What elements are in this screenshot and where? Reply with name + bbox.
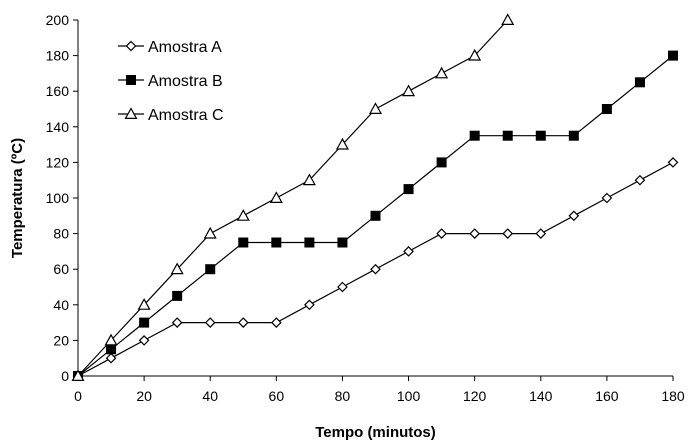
data-point — [667, 157, 679, 168]
data-point — [335, 137, 349, 150]
x-ticks: 0 20 40 60 80 100 120 140 160 180 — [74, 376, 685, 404]
series-1 — [72, 157, 679, 382]
data-point — [568, 210, 580, 222]
data-point — [403, 246, 414, 257]
x-tick-label: 180 — [661, 388, 685, 404]
data-point — [269, 191, 283, 203]
legend-label: Amostra B — [148, 73, 223, 90]
data-point — [436, 157, 447, 168]
data-point — [270, 317, 282, 328]
data-point — [238, 237, 249, 248]
data-point — [337, 237, 348, 248]
y-tick-label: 200 — [46, 12, 70, 28]
data-point — [634, 77, 645, 88]
legend-label: Amostra C — [148, 107, 224, 124]
data-point — [370, 263, 381, 275]
data-point — [172, 290, 183, 301]
x-axis-title: Tempo (minutos) — [315, 424, 436, 441]
y-tick-label: 40 — [53, 297, 69, 313]
x-tick-label: 140 — [529, 388, 553, 404]
series-group — [71, 13, 679, 382]
data-point — [368, 102, 383, 115]
x-tick-label: 160 — [595, 388, 619, 404]
y-tick-label: 120 — [46, 154, 70, 170]
legend-label: Amostra A — [148, 39, 222, 56]
data-point — [370, 210, 381, 221]
legend-marker — [125, 40, 137, 52]
legend-marker — [124, 107, 138, 120]
y-tick-label: 60 — [53, 261, 69, 277]
data-point — [402, 84, 416, 97]
data-point — [502, 228, 514, 239]
y-tick-label: 80 — [53, 226, 69, 242]
data-point — [468, 48, 482, 61]
x-tick-label: 100 — [397, 388, 421, 404]
data-point — [170, 262, 184, 275]
legend-entry: Amostra A — [118, 39, 222, 56]
legend-entry: Amostra C — [118, 107, 224, 124]
data-point — [106, 344, 117, 355]
data-point — [601, 192, 613, 204]
data-point — [237, 317, 249, 328]
y-tick-label: 0 — [61, 368, 69, 384]
x-tick-label: 60 — [269, 388, 285, 404]
data-point — [204, 317, 216, 328]
data-point — [502, 130, 513, 141]
data-point — [668, 50, 678, 61]
data-point — [71, 369, 85, 381]
y-tick-label: 160 — [46, 83, 70, 99]
x-tick-label: 0 — [74, 388, 82, 404]
data-point — [138, 335, 150, 346]
x-tick-label: 20 — [136, 388, 152, 404]
data-point — [535, 130, 546, 141]
x-tick-label: 40 — [202, 388, 218, 404]
data-point — [634, 174, 646, 186]
legend-marker — [126, 75, 136, 85]
data-point — [436, 228, 447, 239]
legend-entry: Amostra B — [118, 73, 223, 90]
data-point — [104, 333, 118, 346]
data-point — [601, 104, 612, 114]
series-3 — [71, 13, 515, 381]
data-point — [236, 209, 250, 221]
data-point — [403, 184, 414, 195]
data-point — [171, 317, 183, 328]
y-ticks: 0 20 40 60 80 100 120 140 160 180 200 — [46, 12, 78, 384]
data-point — [535, 228, 547, 239]
y-tick-label: 20 — [53, 332, 69, 348]
data-point — [469, 228, 481, 239]
data-point — [105, 352, 117, 364]
data-point — [203, 226, 217, 239]
data-point — [568, 130, 579, 141]
data-point — [304, 299, 315, 311]
y-tick-label: 180 — [46, 48, 70, 64]
data-point — [435, 66, 449, 79]
legend: Amostra A Amostra B Amostra C — [118, 39, 224, 124]
data-point — [304, 237, 315, 248]
x-tick-label: 80 — [335, 388, 351, 404]
data-point — [302, 173, 316, 186]
data-point — [501, 13, 515, 25]
series-2 — [73, 50, 678, 381]
data-point — [337, 281, 348, 293]
data-point — [271, 237, 282, 248]
x-tick-label: 120 — [463, 388, 487, 404]
data-point — [139, 317, 150, 328]
data-point — [205, 264, 216, 275]
y-axis-title: Temperatura (ºC) — [9, 138, 26, 258]
y-tick-label: 140 — [46, 119, 70, 135]
series-line — [77, 19, 509, 377]
y-tick-label: 100 — [46, 190, 70, 206]
data-point — [137, 298, 151, 310]
data-point — [469, 130, 480, 141]
